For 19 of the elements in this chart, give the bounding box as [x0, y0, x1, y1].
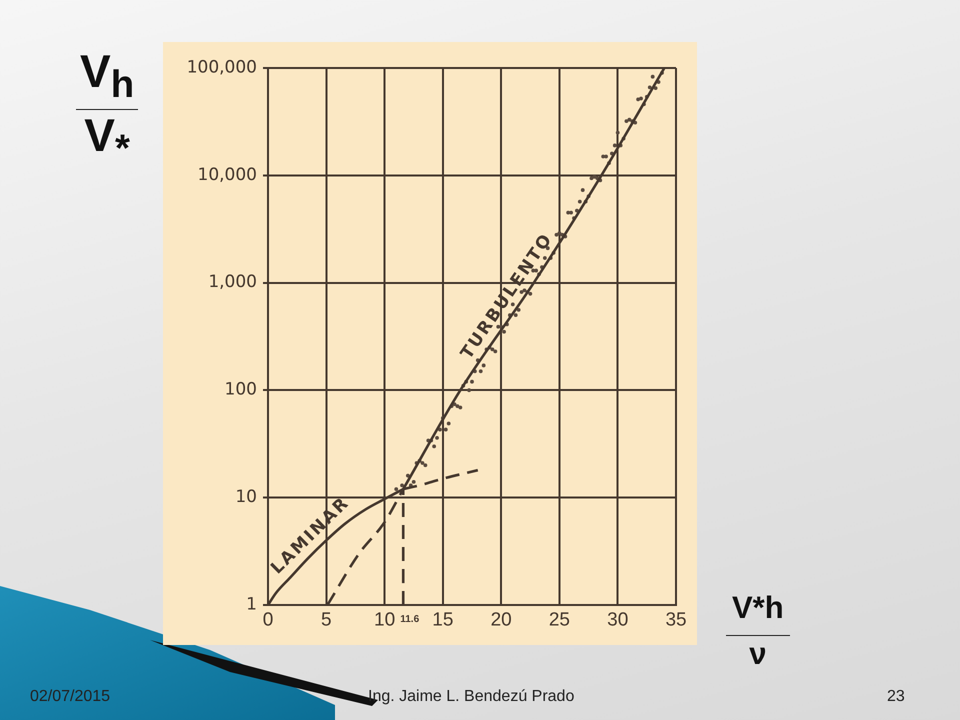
x-tick-label: 25 — [548, 610, 570, 631]
text: 02/07/2015 — [30, 688, 110, 706]
x-tick-label: 20 — [490, 610, 512, 631]
y-tick-label: 10,000 — [198, 164, 257, 185]
y-tick-label: 1,000 — [208, 272, 257, 292]
x-tick-label: 35 — [665, 610, 687, 631]
y-tick-label: 100 — [224, 380, 257, 400]
x-tick-label: 0 — [262, 610, 274, 631]
x-axis-title: V*h ν — [731, 590, 785, 671]
x-tick-label: 30 — [607, 610, 628, 631]
annotation: 11.6 — [400, 614, 420, 625]
y-tick-label: 10 — [235, 487, 257, 508]
x-tick-label: 10 — [374, 610, 396, 631]
y-axis-title: V$_{h}$ V$_{*}$ — [79, 45, 136, 170]
y-tick-label: 1 — [246, 594, 257, 614]
x-tick-label: 15 — [432, 610, 454, 631]
y-tick-label: 100,000 — [186, 57, 257, 78]
text: 23 — [887, 688, 905, 706]
x-tick-label: 5 — [320, 610, 332, 631]
